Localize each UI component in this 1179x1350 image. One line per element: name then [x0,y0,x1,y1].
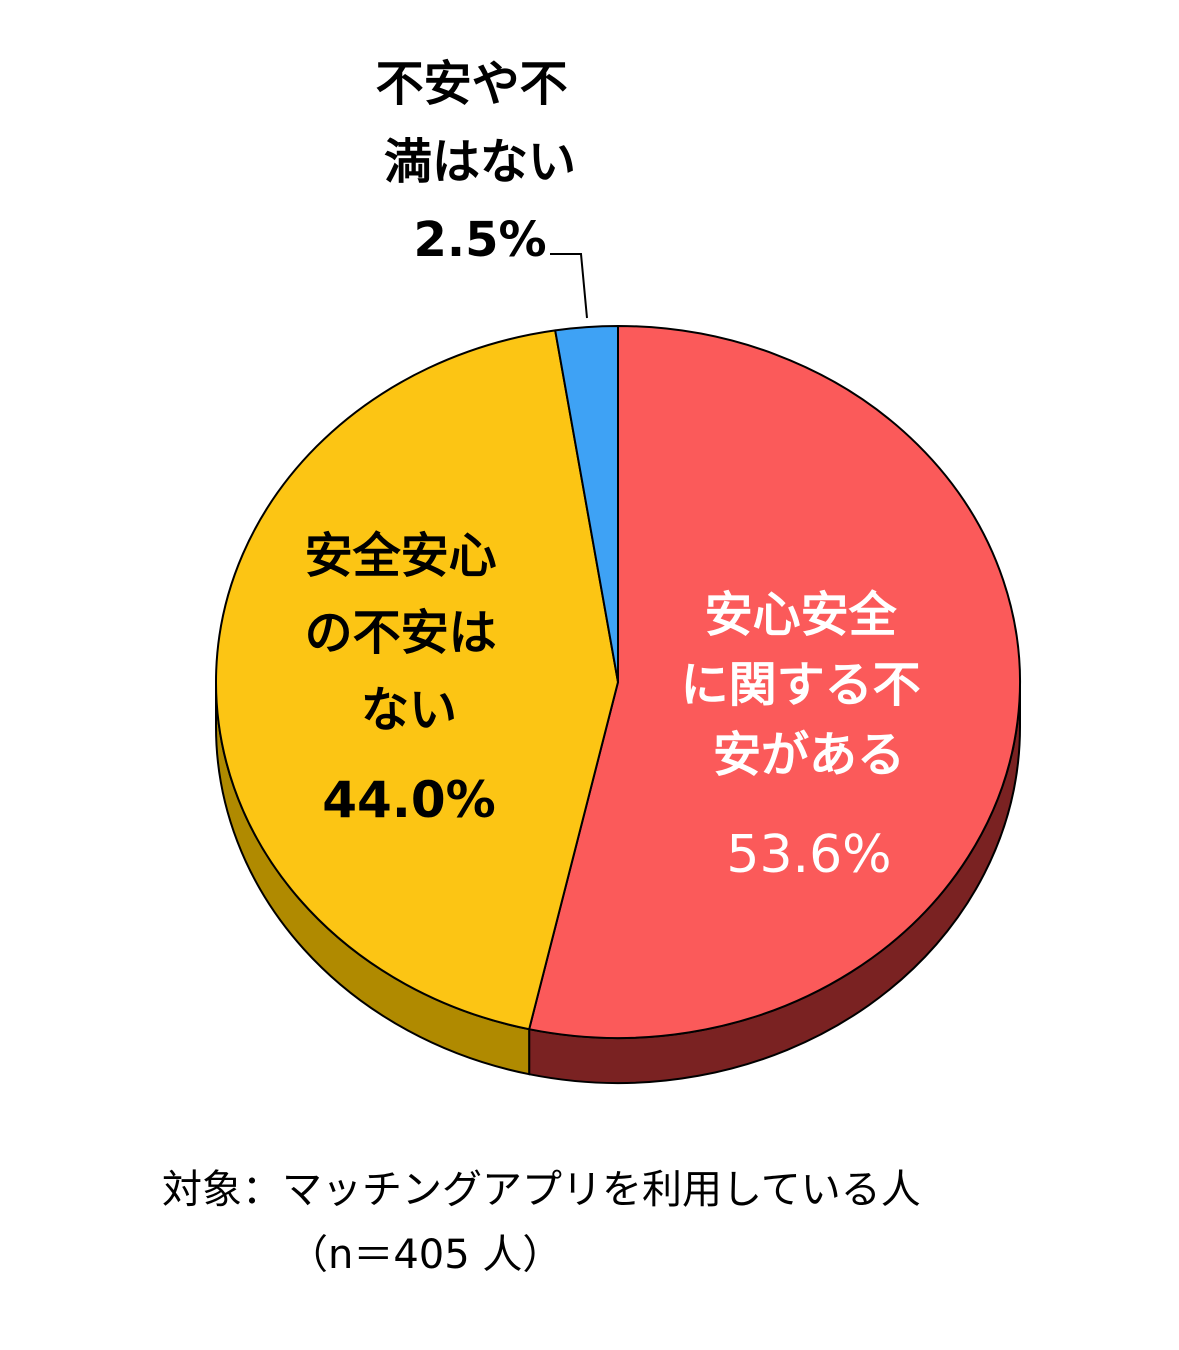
footnote-sample-size: （n＝405 人） [288,1232,563,1278]
pie-slice-0 [528,325,1021,1039]
pie-labels-layer: 安心安全 に関する不 安がある 53.6% 安全安心 の不安は ない 44.0%… [305,56,938,885]
pie-slice-1 [215,329,619,1031]
slice-label-anshin: 安心安全 に関する不 安がある [681,587,938,783]
pie-top-layer [215,325,1021,1039]
footnote-target: 対象：マッチングアプリを利用している人 [162,1167,921,1213]
slice-label-anzen: 安全安心 の不安は ない [305,528,514,738]
slice-value-anzen: 44.0% [322,771,495,829]
slice-value-fuman: 2.5% [413,212,546,268]
slice-value-anshin: 53.6% [726,825,891,885]
leader-line [550,253,588,319]
pie-slice-2 [554,325,619,683]
slice-label-fuman: 不安や不 満はない [376,56,585,190]
